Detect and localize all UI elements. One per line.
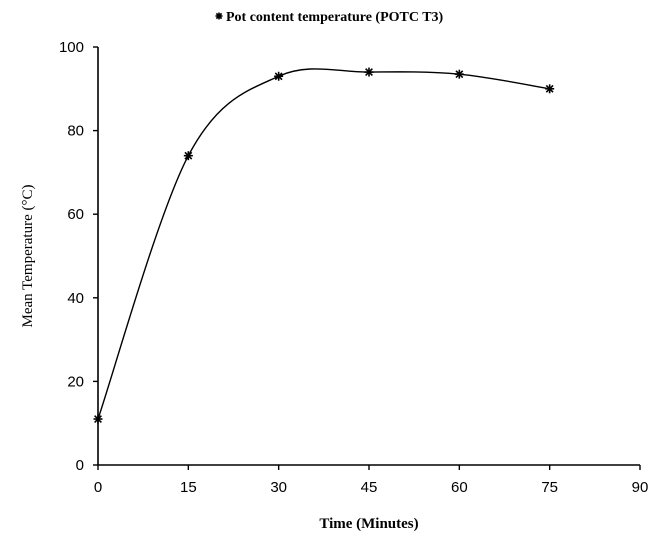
y-tick-label: 0 (76, 457, 84, 474)
plot-area: 0 15 30 45 60 75 90 0 20 40 60 80 100 (59, 39, 648, 496)
legend-marker-icon (215, 12, 223, 20)
data-point (454, 69, 464, 79)
data-point (183, 151, 193, 161)
x-tick-label: 75 (541, 479, 558, 496)
x-tick-label: 15 (180, 479, 197, 496)
legend-label: Pot content temperature (POTC T3) (226, 10, 444, 25)
y-axis-ticks: 0 20 40 60 80 100 (59, 39, 98, 474)
x-tick-label: 45 (361, 479, 378, 496)
data-point (364, 67, 374, 77)
data-point (274, 71, 284, 81)
data-point (93, 414, 103, 424)
x-tick-label: 0 (94, 479, 102, 496)
x-axis-title: Time (Minutes) (319, 516, 418, 532)
series-curve (97, 68, 550, 420)
legend-marker-glyph (215, 12, 223, 20)
x-tick-label: 30 (270, 479, 287, 496)
legend: Pot content temperature (POTC T3) (215, 10, 444, 25)
x-axis-ticks: 0 15 30 45 60 75 90 (94, 465, 649, 496)
x-tick-label: 90 (632, 479, 649, 496)
y-tick-label: 40 (67, 290, 84, 307)
y-tick-label: 100 (59, 39, 84, 56)
y-tick-label: 60 (67, 206, 84, 223)
data-point (545, 84, 555, 94)
y-axis-title: Mean Temperature (°C) (20, 185, 36, 328)
y-tick-label: 20 (67, 373, 84, 390)
series-points (93, 67, 555, 424)
y-tick-label: 80 (67, 123, 84, 140)
x-tick-label: 60 (451, 479, 468, 496)
